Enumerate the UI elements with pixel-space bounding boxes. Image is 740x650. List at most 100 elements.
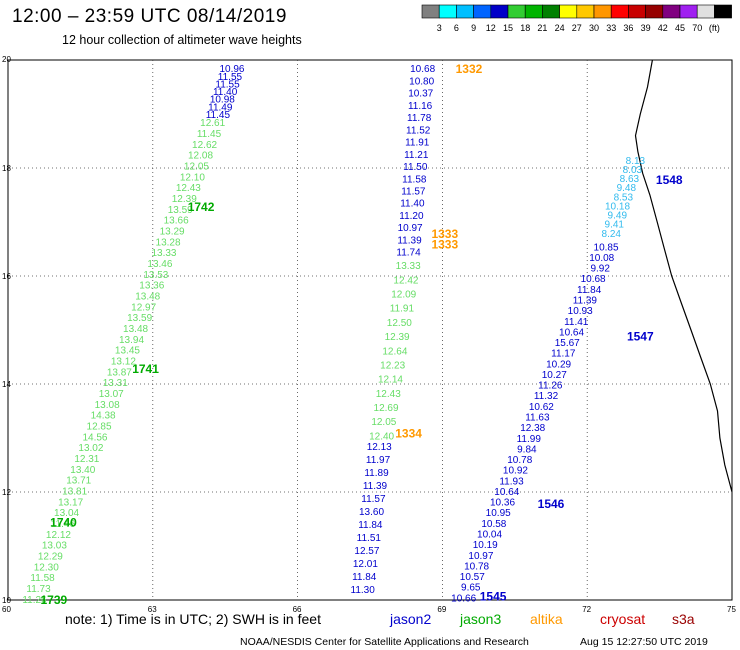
wave-height-label: 11.41 [564, 317, 589, 328]
colorbar-label: 3 [437, 23, 442, 33]
wave-height-label: 15.67 [555, 338, 580, 349]
wave-height-label: 10.29 [546, 359, 571, 370]
wave-height-label: 12.05 [371, 417, 396, 428]
wave-height-label: 9.49 [608, 211, 628, 222]
wave-height-label: 9.84 [517, 444, 537, 455]
wave-height-label: 13.08 [95, 400, 120, 411]
wave-height-label: 12.23 [380, 360, 405, 371]
wave-height-label: 11.57 [401, 187, 426, 198]
x-tick-label: 75 [727, 605, 736, 614]
orbit-number-label: 1547 [627, 329, 654, 343]
wave-height-label: 11.30 [351, 585, 376, 596]
wave-height-label: 11.39 [363, 481, 388, 492]
wave-height-label: 11.84 [577, 285, 602, 296]
legend-s3a-label: s3a [672, 611, 695, 627]
wave-height-label: 10.97 [398, 223, 423, 234]
wave-height-label: 13.66 [164, 216, 189, 227]
wave-height-label: 11.93 [499, 476, 524, 487]
wave-height-label: 12.50 [387, 318, 412, 329]
wave-height-label: 13.28 [156, 237, 181, 248]
wave-height-label: 13.60 [359, 507, 384, 518]
colorbar-swatch [456, 4, 474, 19]
colorbar-swatch [662, 4, 681, 19]
x-tick-label: 72 [582, 605, 591, 614]
wave-height-label: 8.24 [602, 229, 622, 240]
y-tick-label: 18 [2, 164, 11, 173]
wave-height-label: 10.27 [542, 370, 567, 381]
wave-height-label: 10.93 [568, 306, 593, 317]
wave-height-label: 13.59 [168, 205, 193, 216]
orbit-number-label: 1333 [431, 238, 458, 252]
colorbar-label: 21 [537, 23, 547, 33]
x-tick-label: 60 [2, 605, 11, 614]
orbit-number-label: 1548 [656, 173, 683, 187]
wave-height-label: 12.61 [200, 118, 225, 129]
x-tick-label: 69 [437, 605, 446, 614]
legend-sat-jason2: jason2 [390, 611, 431, 627]
wave-height-label: 10.78 [464, 561, 489, 572]
wave-height-label: 10.78 [507, 455, 532, 466]
wave-height-label: 12.31 [74, 454, 99, 465]
orbit-number-label: 1545 [480, 590, 507, 604]
colorbar-swatch [438, 4, 457, 19]
map-frame [7, 59, 733, 601]
legend-note: note: 1) Time is in UTC; 2) SWH is in fe… [65, 611, 321, 627]
wave-height-label: 11.45 [197, 129, 222, 140]
colorbar-label: 12 [486, 23, 496, 33]
wave-height-label: 11.91 [390, 304, 415, 315]
wave-height-label: 14.38 [91, 411, 116, 422]
wave-height-label: 12.30 [34, 562, 59, 573]
wave-height-label: 11.73 [26, 584, 51, 595]
colorbar-label: 70 [692, 23, 702, 33]
wave-height-label: 12.13 [367, 442, 392, 453]
legend-cryosat-label: cryosat [600, 611, 646, 627]
colorbar-label: 27 [572, 23, 582, 33]
wave-height-label: 10.80 [409, 76, 434, 87]
y-tick-label: 16 [2, 272, 11, 281]
wave-height-label: 11.74 [396, 248, 421, 259]
wave-height-label: 13.59 [127, 313, 152, 324]
wave-height-label: 10.85 [594, 242, 619, 253]
orbit-number-label: 1741 [132, 362, 159, 376]
wave-height-label: 12.69 [374, 403, 399, 414]
wave-height-label: 11.20 [399, 211, 424, 222]
wave-height-label: 13.48 [135, 291, 160, 302]
coastline [634, 59, 733, 493]
wave-height-label: 12.12 [46, 530, 71, 541]
wave-height-label: 10.36 [490, 498, 515, 509]
wave-height-label: 10.66 [451, 593, 476, 604]
wave-height-label: 12.85 [87, 422, 112, 433]
wave-height-label: 13.81 [62, 487, 87, 498]
wave-height-label: 12.29 [38, 552, 63, 563]
colorbar-swatch [714, 4, 732, 19]
wave-height-label: 12.08 [188, 151, 213, 162]
wave-height-label: 11.91 [405, 138, 430, 149]
wave-height-label: 10.04 [477, 529, 502, 540]
wave-height-label: 13.31 [103, 378, 128, 389]
wave-height-label: 13.12 [111, 357, 136, 368]
y-tick-label: 10 [2, 596, 11, 605]
legend-sat-altika: altika [530, 611, 563, 627]
wave-height-label: 11.58 [30, 573, 55, 584]
wave-height-label: 12.42 [393, 275, 418, 286]
wave-height-label: 13.33 [151, 248, 176, 259]
colorbar-swatch [696, 4, 715, 19]
colorbar-label: 18 [520, 23, 530, 33]
wave-height-label: 11.40 [213, 87, 238, 98]
colorbar-swatch [645, 4, 664, 19]
x-tick-label: 66 [293, 605, 302, 614]
x-tick-label: 63 [148, 605, 157, 614]
wave-height-label: 12.43 [176, 183, 201, 194]
wave-height-label: 11.78 [407, 113, 432, 124]
colorbar-label: 45 [675, 23, 685, 33]
wave-height-label: 10.96 [219, 64, 244, 75]
colorbar-swatch [473, 4, 492, 19]
wave-height-label: 13.03 [42, 541, 67, 552]
wave-height-label: 10.95 [486, 508, 511, 519]
wave-height-label: 10.68 [581, 274, 606, 285]
wave-height-label: 13.17 [58, 497, 83, 508]
y-tick-label: 14 [2, 380, 11, 389]
wave-height-label: 12.38 [520, 423, 545, 434]
colorbar-label: 24 [555, 23, 565, 33]
